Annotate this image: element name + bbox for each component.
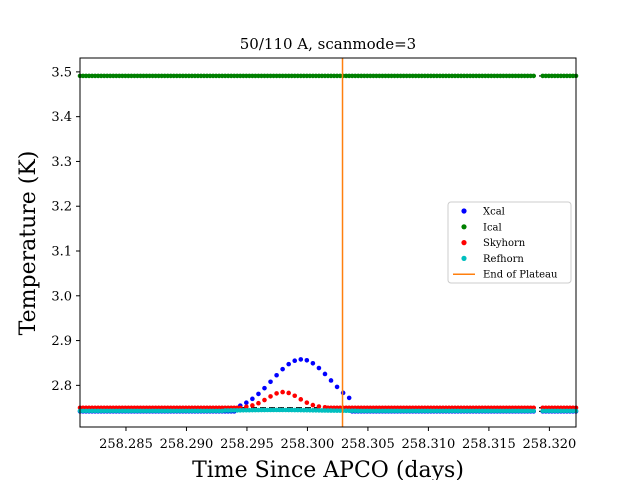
legend-box (447, 201, 572, 284)
x-tick-label: 258.305 (341, 437, 395, 452)
legend: Xcal Ical Skyhorn Refhorn End of Plateau (447, 201, 572, 284)
refhorn-point (531, 408, 536, 414)
x-tick-label: 258.320 (523, 437, 577, 452)
legend-item-ical: Ical (461, 222, 502, 233)
xcal-point (328, 378, 334, 383)
y-tick-label: 2.8 (51, 379, 72, 394)
y-axis-label: Temperature (K) (16, 151, 41, 336)
legend-label: Ical (483, 222, 502, 233)
skyhorn-point (292, 393, 298, 399)
x-tick-label: 258.315 (462, 437, 516, 452)
plot-frame (79, 57, 577, 428)
ical-point (531, 73, 536, 79)
skyhorn-point (316, 404, 322, 409)
x-tick-label: 258.300 (281, 437, 335, 452)
skyhorn-point (256, 400, 261, 406)
xcal-point (346, 395, 352, 401)
skyhorn-point (268, 394, 273, 399)
skyhorn-point (244, 404, 249, 410)
xcal-point (298, 357, 304, 362)
skyhorn-point (250, 403, 255, 408)
y-tick-label: 3.0 (51, 289, 72, 304)
y-tick-label: 3.3 (51, 155, 72, 170)
legend-item-skyhorn: Skyhorn (461, 238, 526, 249)
xcal-point (244, 400, 249, 406)
y-axis: 2.8 2.9 3.0 3.1 3.2 3.3 3.4 3.5 (51, 65, 80, 394)
y-tick-label: 3.4 (51, 110, 72, 125)
xcal-point (286, 361, 291, 367)
legend-marker (461, 208, 467, 214)
xcal-point (316, 365, 322, 371)
legend-item-refhorn: Refhorn (461, 254, 524, 265)
legend-marker (461, 255, 467, 261)
y-tick-label: 3.2 (51, 200, 72, 215)
xcal-point (310, 360, 316, 366)
skyhorn-point (262, 397, 267, 403)
xcal-point (274, 372, 279, 378)
series-refhorn (77, 407, 579, 414)
legend-item-xcal: Xcal (461, 207, 505, 218)
series-ical (77, 73, 579, 79)
chart-title: 50/110 A, scanmode=3 (240, 35, 416, 53)
x-tick-label: 258.295 (220, 437, 274, 452)
skyhorn-point (304, 400, 310, 405)
skyhorn-point (280, 389, 285, 395)
legend-marker (461, 240, 467, 246)
x-tick-label: 258.310 (402, 437, 456, 452)
y-tick-label: 2.9 (51, 334, 72, 349)
skyhorn-point (286, 390, 291, 396)
plot-content (77, 58, 579, 427)
xcal-point (304, 357, 310, 363)
xcal-point (292, 358, 298, 364)
xcal-point (256, 391, 261, 397)
xcal-point (322, 371, 328, 377)
skyhorn-point (310, 402, 316, 408)
xcal-point (250, 396, 255, 402)
legend-label: End of Plateau (483, 270, 558, 281)
skyhorn-point (274, 391, 279, 396)
x-tick-label: 258.290 (160, 437, 214, 452)
xcal-point (262, 385, 267, 391)
xcal-point (268, 379, 273, 385)
y-tick-label: 3.5 (51, 65, 72, 80)
legend-label: Skyhorn (483, 238, 526, 249)
legend-label: Xcal (483, 207, 505, 218)
xcal-point (334, 384, 340, 390)
legend-label: Refhorn (483, 254, 524, 265)
x-axis: 258.285 258.290 258.295 258.300 258.305 258.3… (99, 427, 576, 452)
skyhorn-point (298, 397, 304, 402)
x-tick-label: 258.285 (99, 437, 153, 452)
legend-marker (461, 224, 467, 230)
xcal-point (280, 366, 285, 372)
y-tick-label: 3.1 (51, 245, 72, 260)
legend-item-end-of-plateau: End of Plateau (453, 270, 558, 281)
x-axis-label: Time Since APCO (days) (192, 458, 464, 480)
